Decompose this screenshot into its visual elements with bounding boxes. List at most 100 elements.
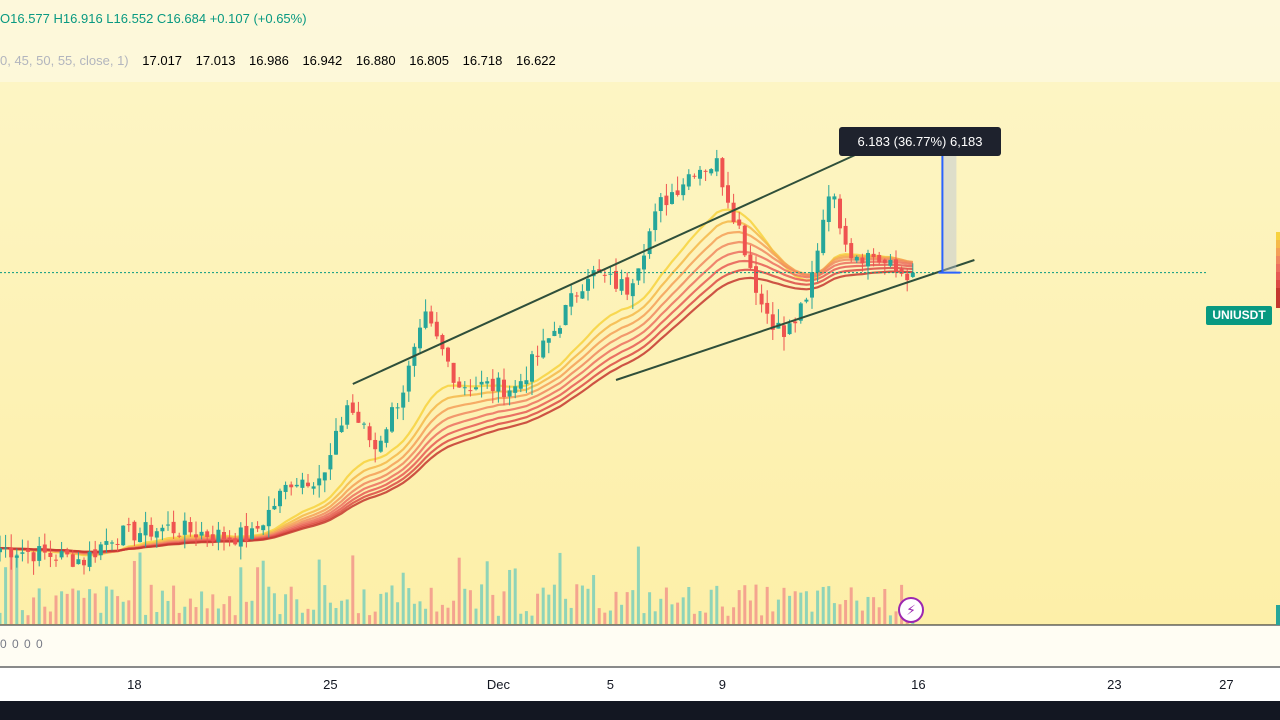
candle-body — [714, 158, 719, 172]
volume-bar — [732, 607, 736, 624]
volume-bar — [138, 552, 142, 624]
candle-body — [877, 254, 882, 263]
candle-body — [860, 257, 865, 264]
candle-body — [216, 529, 221, 543]
candle-body — [619, 279, 624, 291]
candle-body — [205, 531, 210, 537]
price-chart[interactable] — [0, 0, 1280, 668]
volume-bar — [681, 597, 685, 624]
ribbon-legend: 0, 45, 50, 55, close, 1) 17.017 17.013 1… — [0, 53, 556, 68]
candle-body — [580, 291, 585, 299]
volume-bar — [267, 586, 271, 624]
volume-bar — [272, 593, 276, 624]
measure-tool[interactable] — [929, 140, 961, 274]
volume-bar — [278, 614, 282, 624]
volume-bar — [804, 591, 808, 624]
volume-bar — [709, 589, 713, 624]
volume-bar — [664, 587, 668, 624]
volume-bar — [26, 615, 30, 624]
candle-body — [524, 380, 529, 385]
time-tick: 9 — [718, 677, 727, 692]
time-axis[interactable]: 18 25 Dec 5 9 16 23 27 — [0, 668, 1280, 701]
volume-bar — [687, 586, 691, 624]
candle-body — [367, 426, 372, 441]
candle-body — [513, 386, 518, 393]
volume-bar — [390, 585, 394, 624]
volume-bar — [743, 585, 747, 624]
candle-body — [793, 321, 798, 324]
candle-body — [9, 547, 14, 558]
candle-body — [630, 283, 635, 297]
candle-body — [709, 169, 714, 174]
candle-body — [692, 175, 697, 177]
volume-bar — [328, 602, 332, 624]
candle-body — [636, 268, 641, 281]
volume-bar — [401, 572, 405, 624]
candle-body — [782, 325, 786, 337]
volume-bar — [407, 588, 411, 624]
candle-body — [552, 330, 557, 337]
candle-body — [300, 479, 305, 488]
volume-bar — [261, 560, 265, 624]
candle-body — [888, 259, 893, 266]
volume-bar — [720, 606, 724, 624]
upper-trendline[interactable] — [352, 143, 880, 385]
candle-body — [720, 158, 725, 188]
volume-bar — [200, 591, 204, 624]
volume-bar — [866, 596, 870, 624]
candle-body — [261, 525, 266, 531]
price-scale-markers — [1276, 232, 1280, 625]
candle-body — [647, 231, 652, 255]
volume-bar — [289, 586, 293, 624]
volume-bar — [435, 611, 439, 624]
candle-body — [546, 338, 551, 343]
candle-body — [843, 225, 848, 245]
candle-body — [65, 550, 70, 555]
volume-bar — [127, 600, 131, 624]
volume-bar — [48, 611, 52, 624]
candle-body — [602, 274, 607, 276]
volume-bar — [580, 585, 584, 624]
candle-body — [188, 522, 193, 533]
symbol-price-tag[interactable]: UNIUSDT — [1206, 306, 1272, 325]
volume-bar — [149, 584, 153, 624]
candle-body — [451, 362, 456, 383]
candle-body — [625, 277, 630, 295]
candle-body — [3, 547, 8, 549]
volume-bar — [810, 611, 814, 624]
open-label: O — [0, 11, 11, 26]
volume-bar — [519, 613, 523, 624]
candle-body — [670, 192, 674, 204]
time-tick: 25 — [323, 677, 338, 692]
candle-body — [418, 327, 422, 349]
volume-bar — [452, 600, 456, 624]
volume-bar — [384, 592, 388, 624]
volume-bar — [513, 568, 517, 624]
low-value: 16.552 — [113, 11, 154, 26]
candle-body — [474, 387, 478, 390]
volume-bar — [373, 611, 377, 624]
candle-body — [378, 440, 383, 452]
lower-trendline[interactable] — [615, 259, 975, 381]
candle-body — [0, 548, 2, 553]
volume-bar — [323, 585, 327, 624]
volume-bar — [228, 596, 232, 624]
volume-bar — [172, 585, 176, 624]
volume-bar — [351, 555, 355, 624]
ema-ribbon-line — [0, 208, 913, 557]
lightning-icon[interactable]: ⚡ — [898, 597, 924, 623]
ribbon-value-5: 16.880 — [355, 53, 396, 68]
candle-body — [882, 259, 887, 264]
candle-body — [14, 555, 19, 558]
candle-body — [289, 484, 294, 488]
volume-bar — [256, 567, 260, 624]
volume-bar — [737, 590, 741, 624]
candle-body — [574, 295, 579, 297]
candle-body — [177, 535, 182, 537]
volume-bar — [872, 597, 876, 624]
candle-body — [563, 304, 568, 326]
volume-bar — [631, 590, 635, 624]
candlesticks — [0, 149, 915, 575]
candle-body — [362, 423, 366, 425]
volume-bar — [340, 600, 344, 624]
